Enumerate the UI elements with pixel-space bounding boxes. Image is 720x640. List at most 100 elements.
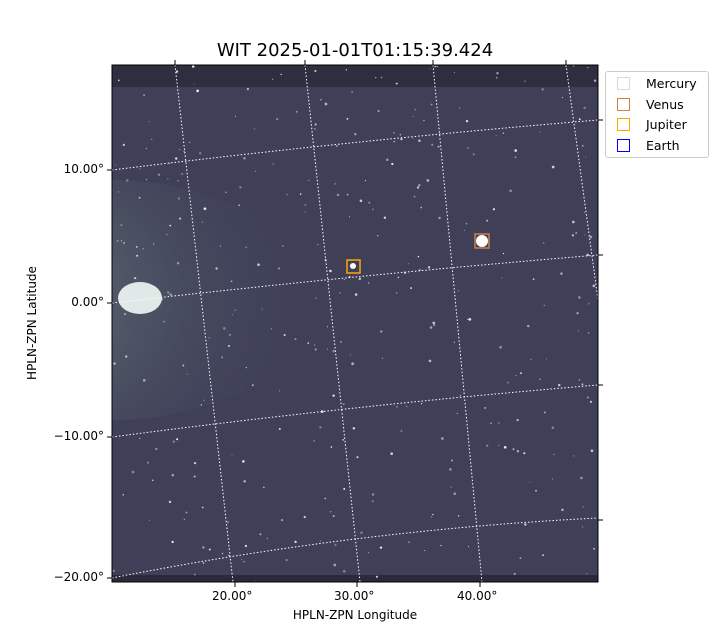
star <box>572 220 575 224</box>
star <box>551 478 554 480</box>
star <box>551 426 554 429</box>
star <box>542 242 545 244</box>
star <box>437 145 440 148</box>
legend-label: Mercury <box>646 75 697 91</box>
star <box>450 486 452 488</box>
star <box>262 486 265 489</box>
star <box>231 454 233 456</box>
star <box>400 138 403 141</box>
star <box>588 303 590 305</box>
star <box>179 217 182 220</box>
jupiter-marker[interactable] <box>346 259 361 274</box>
star <box>142 248 144 250</box>
star <box>429 326 433 329</box>
star <box>352 427 356 430</box>
star <box>168 162 171 165</box>
star <box>234 309 236 311</box>
star <box>177 197 180 200</box>
star <box>324 102 328 106</box>
star <box>383 216 387 219</box>
star <box>530 358 532 361</box>
star <box>371 493 375 496</box>
star <box>581 383 584 386</box>
star <box>407 263 410 265</box>
star <box>465 222 468 225</box>
star <box>529 481 531 483</box>
star <box>495 76 498 79</box>
x-tick-label: 40.00° <box>457 589 498 603</box>
star <box>134 277 137 280</box>
star <box>339 292 341 294</box>
star <box>438 216 441 220</box>
star <box>428 359 432 363</box>
star <box>393 140 396 143</box>
star <box>499 345 502 349</box>
star <box>368 552 370 554</box>
star <box>145 179 148 181</box>
axes-frame <box>111 64 599 583</box>
star <box>520 372 522 375</box>
star <box>186 373 189 375</box>
star <box>586 572 588 575</box>
star <box>399 133 402 136</box>
star <box>329 269 332 273</box>
star <box>572 65 575 67</box>
star <box>456 412 458 414</box>
star <box>414 108 417 111</box>
y-tick-label: −10.00° <box>53 429 104 443</box>
star <box>201 506 204 509</box>
star <box>359 199 363 203</box>
venus-marker[interactable] <box>474 233 490 249</box>
star <box>386 158 389 161</box>
star <box>122 143 125 146</box>
star <box>131 470 135 474</box>
legend-label: Jupiter <box>646 116 687 132</box>
star <box>516 419 519 422</box>
star <box>349 354 351 356</box>
star <box>314 128 316 130</box>
star <box>169 224 172 227</box>
star <box>279 390 281 392</box>
star <box>175 70 179 73</box>
star <box>171 473 175 477</box>
star <box>280 518 284 522</box>
star <box>577 330 579 332</box>
star <box>202 221 204 223</box>
star <box>270 328 272 330</box>
star <box>372 208 374 211</box>
star <box>463 229 465 231</box>
star <box>578 379 581 381</box>
star <box>225 191 227 194</box>
star <box>467 318 469 321</box>
star <box>314 348 317 351</box>
star <box>299 193 302 195</box>
legend: Mercury Venus Jupiter Earth <box>605 71 709 158</box>
star <box>203 399 205 402</box>
star <box>449 468 452 471</box>
star <box>440 544 442 547</box>
star <box>561 508 564 511</box>
star <box>506 381 509 384</box>
star <box>242 460 245 463</box>
venus-body <box>476 235 488 247</box>
star <box>400 430 403 433</box>
star <box>314 69 317 72</box>
star <box>364 179 367 182</box>
star <box>152 243 155 245</box>
star <box>181 172 184 175</box>
star <box>336 193 340 197</box>
star <box>573 455 575 457</box>
star <box>122 493 125 496</box>
star <box>416 186 420 189</box>
star <box>120 240 123 242</box>
star <box>215 267 218 270</box>
star <box>120 224 123 227</box>
bright-core <box>118 282 162 314</box>
star <box>395 82 398 85</box>
star <box>125 179 129 182</box>
star <box>203 207 207 211</box>
legend-swatch <box>617 117 630 131</box>
star <box>272 78 274 80</box>
star <box>430 516 433 518</box>
star <box>593 79 597 82</box>
